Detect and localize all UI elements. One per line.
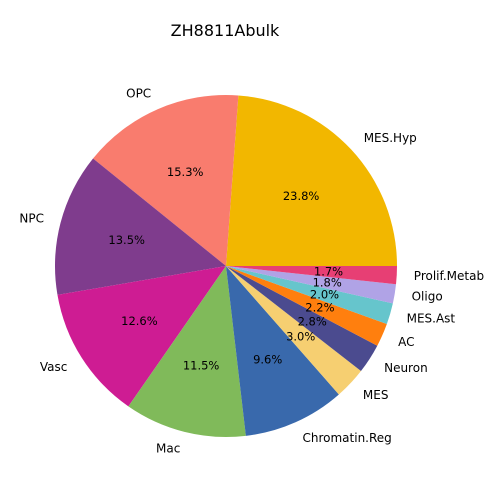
pie-slice-npc	[54, 158, 227, 295]
slice-label: Vasc	[40, 360, 67, 374]
slice-percent-label: 2.8%	[298, 315, 327, 329]
slice-percent-label: 2.0%	[310, 288, 339, 302]
slice-label: MES.Hyp	[364, 131, 417, 145]
slice-percent-label: 11.5%	[183, 359, 220, 373]
pie-slice-neuron	[226, 266, 378, 371]
slice-label: MES.Ast	[407, 312, 456, 326]
slice-label: OPC	[126, 86, 151, 100]
pie-slice-oligo	[226, 266, 397, 304]
slice-percent-label: 12.6%	[121, 314, 158, 328]
pie-slice-chromatin-reg	[226, 266, 339, 436]
slice-label: Mac	[156, 442, 180, 456]
pie-slice-vasc	[57, 266, 227, 407]
pie-slice-mes	[226, 266, 361, 395]
pie-slices	[54, 95, 397, 437]
slice-percent-label: 15.3%	[167, 165, 204, 179]
slice-percent-label: 9.6%	[253, 353, 282, 367]
slice-label: Chromatin.Reg	[303, 431, 392, 445]
slice-label: AC	[398, 335, 414, 349]
slice-percent-label: 1.7%	[314, 265, 343, 279]
slice-percent-label: 23.8%	[283, 189, 320, 203]
slice-percent-label: 3.0%	[286, 329, 315, 343]
pie-slice-mac	[128, 266, 246, 437]
slice-label: Prolif.Metab	[414, 269, 484, 283]
slice-percent-label: 2.2%	[305, 300, 334, 314]
chart-title: ZH8811Abulk	[171, 21, 280, 40]
pie-slice-mes-hyp	[226, 95, 397, 266]
pie-slice-prolif-metab	[226, 266, 397, 285]
slice-labels: MES.Hyp 23.8% OPC 15.3% NPC 13.5% Vasc 12.6% Mac…	[19, 86, 484, 455]
slice-percent-label: 1.8%	[313, 276, 342, 290]
slice-label: Neuron	[384, 361, 428, 375]
slice-label: Oligo	[412, 290, 443, 304]
slice-percent-label: 13.5%	[108, 233, 145, 247]
pie-slice-mes-ast	[226, 266, 393, 325]
slice-label: NPC	[19, 212, 44, 226]
pie-slice-opc	[93, 95, 239, 266]
slice-label: MES	[363, 388, 389, 402]
pie-slice-ac	[226, 266, 387, 346]
